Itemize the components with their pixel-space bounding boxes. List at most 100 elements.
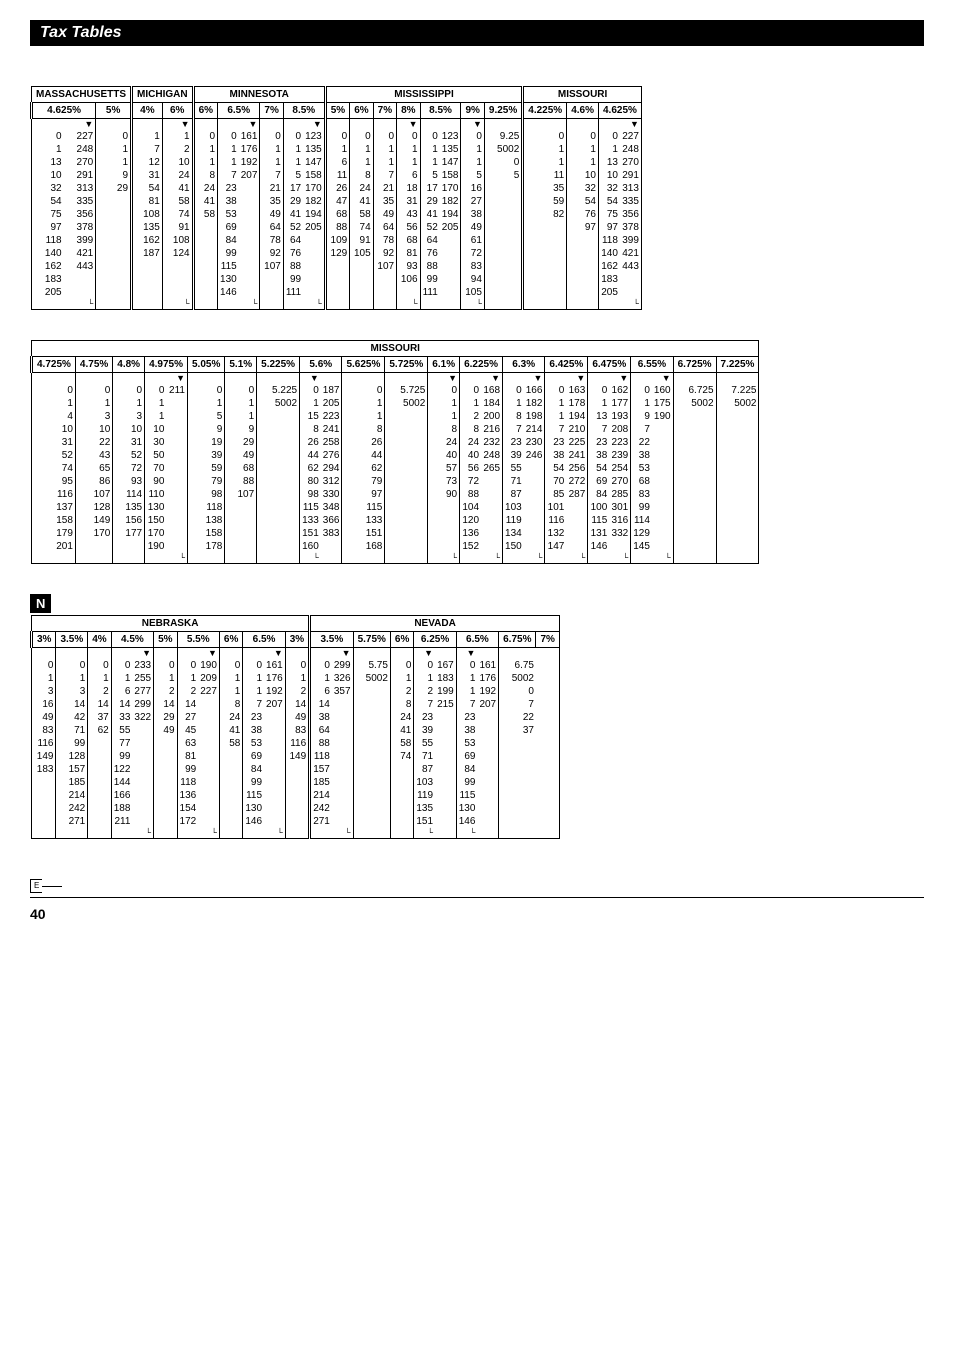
data-cell	[620, 286, 641, 299]
data-cell: 248	[481, 449, 502, 462]
footer-hook	[243, 828, 264, 839]
footer-hook	[440, 299, 461, 310]
data-cell: 0	[32, 130, 64, 143]
data-cell	[239, 247, 260, 260]
data-cell: 40	[460, 449, 481, 462]
data-cell: 92	[373, 247, 396, 260]
data-cell: 1	[243, 672, 264, 685]
data-cell: 107	[260, 260, 283, 273]
data-cell: 5002	[353, 672, 390, 685]
data-cell: 199	[435, 685, 456, 698]
data-cell: 176	[264, 672, 285, 685]
data-cell	[166, 514, 187, 527]
data-cell	[567, 273, 599, 286]
data-cell: 80	[300, 475, 321, 488]
data-cell	[325, 260, 349, 273]
data-cell: 135	[440, 143, 461, 156]
data-cell	[484, 286, 522, 299]
footer-hook: └	[428, 553, 460, 564]
arrow-cell	[385, 373, 428, 385]
data-cell: 0	[283, 130, 303, 143]
data-cell	[264, 711, 285, 724]
footer-hook: └	[481, 553, 502, 564]
data-cell: 84	[218, 234, 239, 247]
data-cell: 366	[321, 514, 342, 527]
data-cell: 239	[609, 449, 630, 462]
data-cell: 118	[177, 776, 198, 789]
data-cell: 1	[96, 156, 132, 169]
data-cell: 38	[461, 208, 484, 221]
data-cell: 44	[300, 449, 321, 462]
data-cell	[440, 247, 461, 260]
data-cell	[484, 208, 522, 221]
data-cell: 69	[243, 750, 264, 763]
data-cell: 14	[56, 698, 88, 711]
data-cell: 39	[188, 449, 225, 462]
data-cell: 0	[145, 384, 167, 397]
rate-header: 6.475%	[588, 357, 631, 373]
data-cell	[353, 789, 390, 802]
data-cell: 223	[609, 436, 630, 449]
data-cell: 11	[523, 169, 567, 182]
rate-header: 5.05%	[188, 357, 225, 373]
data-cell	[499, 815, 536, 828]
footer-hook	[75, 553, 112, 564]
arrow-cell	[75, 373, 112, 385]
data-cell: 68	[325, 208, 349, 221]
arrow-cell	[225, 373, 257, 385]
data-cell: 7	[373, 169, 396, 182]
data-cell: 1	[218, 156, 239, 169]
data-cell: 5002	[499, 672, 536, 685]
data-cell: 1	[373, 143, 396, 156]
data-cell	[566, 501, 587, 514]
footer-hook	[390, 828, 413, 839]
data-cell: 13	[32, 156, 64, 169]
rate-header: 9.25%	[484, 103, 522, 119]
data-cell: 24	[219, 711, 242, 724]
data-cell: 64	[420, 234, 440, 247]
arrow-cell	[484, 119, 522, 131]
data-cell: 348	[321, 501, 342, 514]
data-cell: 248	[620, 143, 641, 156]
data-cell: 227	[198, 685, 219, 698]
data-cell	[260, 286, 283, 299]
data-cell: 0	[342, 384, 385, 397]
rate-header: 8%	[397, 103, 420, 119]
data-cell: 115	[342, 501, 385, 514]
footer-hook	[218, 299, 239, 310]
footer-hook	[342, 553, 385, 564]
arrow-cell: ▼	[652, 373, 673, 385]
data-cell: 79	[188, 475, 225, 488]
footer-hook	[567, 299, 599, 310]
arrow-cell	[477, 648, 498, 660]
data-cell: 443	[64, 260, 96, 273]
data-cell: 183	[435, 672, 456, 685]
data-cell: 83	[32, 724, 56, 737]
data-cell: 1	[56, 672, 88, 685]
data-cell: 43	[397, 208, 420, 221]
data-cell	[673, 423, 716, 436]
data-cell	[385, 501, 428, 514]
data-cell: 1	[193, 143, 217, 156]
data-cell: 24	[162, 169, 193, 182]
data-cell: 23	[218, 182, 239, 195]
data-cell	[440, 260, 461, 273]
data-cell	[332, 815, 353, 828]
data-cell: 26	[342, 436, 385, 449]
data-cell: 168	[481, 384, 502, 397]
data-cell: 242	[56, 802, 88, 815]
data-cell: 421	[620, 247, 641, 260]
data-cell	[385, 436, 428, 449]
data-cell: 214	[56, 789, 88, 802]
data-cell	[435, 776, 456, 789]
data-cell	[390, 763, 413, 776]
arrow-cell	[460, 373, 481, 385]
footer-rule	[30, 897, 924, 898]
data-cell	[673, 462, 716, 475]
data-cell: 140	[32, 247, 64, 260]
data-cell	[390, 815, 413, 828]
footer-hook	[145, 553, 167, 564]
data-cell	[198, 750, 219, 763]
data-cell: 13	[598, 156, 619, 169]
data-cell: 103	[503, 501, 524, 514]
